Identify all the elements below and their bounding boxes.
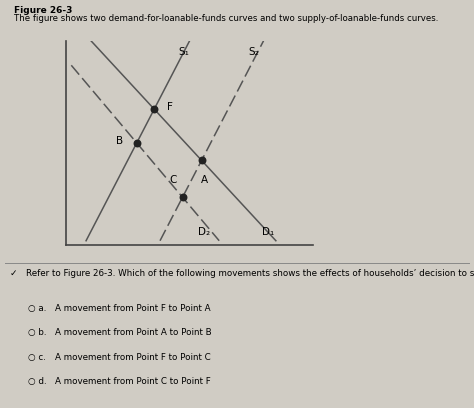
Text: B: B (116, 136, 123, 146)
Text: ○ b.: ○ b. (28, 328, 47, 337)
Point (198, 157, 205, 164)
Text: D₁: D₁ (262, 226, 274, 237)
Text: The figure shows two demand-for-loanable-funds curves and two supply-of-loanable: The figure shows two demand-for-loanable… (14, 14, 438, 23)
Text: Refer to Figure 26-3. Which of the following movements shows the effects of hous: Refer to Figure 26-3. Which of the follo… (26, 269, 474, 278)
Point (133, 140, 140, 146)
Text: A movement from Point F to Point C: A movement from Point F to Point C (55, 353, 210, 362)
Text: ○ c.: ○ c. (28, 353, 46, 362)
Text: S₂: S₂ (248, 47, 259, 57)
Text: A movement from Point F to Point A: A movement from Point F to Point A (55, 304, 210, 313)
Text: ○ a.: ○ a. (28, 304, 47, 313)
Text: F: F (166, 102, 173, 112)
Text: Figure 26-3: Figure 26-3 (14, 6, 73, 15)
Text: A movement from Point A to Point B: A movement from Point A to Point B (55, 328, 211, 337)
Text: A: A (201, 175, 208, 185)
Point (150, 106, 158, 113)
Text: A movement from Point C to Point F: A movement from Point C to Point F (55, 377, 210, 386)
Text: S₁: S₁ (178, 47, 189, 57)
Point (179, 194, 186, 200)
Text: ✓: ✓ (9, 269, 17, 278)
Text: D₂: D₂ (198, 226, 210, 237)
Text: C: C (169, 175, 176, 185)
Text: ○ d.: ○ d. (28, 377, 47, 386)
